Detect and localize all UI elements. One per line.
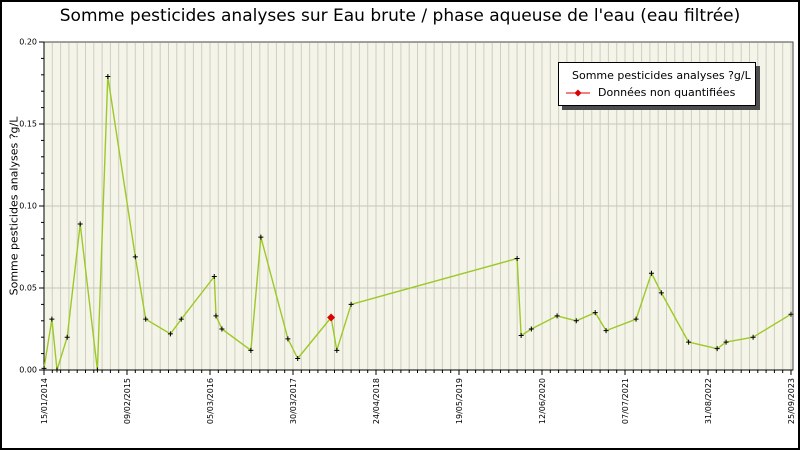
horizontal-gridlines <box>45 123 792 289</box>
data-point-marker <box>248 347 254 353</box>
legend-item-non-quantified: Données non quantifiées <box>565 84 749 101</box>
data-point-marker <box>750 334 756 340</box>
non-quantified-marker <box>327 313 336 322</box>
data-point-marker <box>105 73 111 79</box>
data-point-marker <box>211 274 217 280</box>
data-point-marker <box>167 331 173 337</box>
x-tick-label: 25/09/2023 <box>787 378 796 424</box>
data-point-marker <box>64 334 70 340</box>
legend-item-series: Somme pesticides analyses ?g/L <box>565 67 751 84</box>
y-tick-label: 0.00 <box>19 366 37 375</box>
data-point-marker <box>788 311 794 317</box>
data-point-marker <box>518 333 524 339</box>
data-points <box>41 73 794 373</box>
data-point-marker <box>603 328 609 334</box>
y-axis-ticks: 0.00 0.05 0.10 0.15 0.20 <box>19 38 44 375</box>
data-point-marker <box>54 367 60 373</box>
data-point-marker <box>295 356 301 362</box>
data-point-marker <box>348 301 354 307</box>
data-point-marker <box>334 347 340 353</box>
data-point-marker <box>132 254 138 260</box>
data-point-marker <box>143 316 149 322</box>
data-point-marker <box>213 313 219 319</box>
data-point-marker <box>514 255 520 261</box>
data-point-marker <box>554 313 560 319</box>
data-point-marker <box>573 318 579 324</box>
non-quantified-marker-icon <box>566 89 590 96</box>
x-tick-label: 05/03/2016 <box>206 378 215 424</box>
x-tick-label: 15/01/2014 <box>40 378 49 424</box>
data-point-marker <box>528 326 534 332</box>
data-point-marker <box>648 270 654 276</box>
data-point-marker <box>686 339 692 345</box>
y-tick-label: 0.20 <box>19 38 37 47</box>
data-point-marker <box>178 316 184 322</box>
legend: Somme pesticides analyses ?g/L Données n… <box>558 62 756 106</box>
series-line <box>43 75 792 371</box>
data-point-marker <box>49 316 55 322</box>
x-tick-label: 31/08/2022 <box>704 378 713 424</box>
data-point-marker <box>94 367 100 373</box>
data-point-marker <box>714 346 720 352</box>
chart-title: Somme pesticides analyses sur Eau brute … <box>59 6 741 26</box>
x-axis-ticks: 15/01/2014 09/02/2015 05/03/2016 30/03/2017… <box>40 370 796 424</box>
data-point-marker <box>633 316 639 322</box>
data-point-marker <box>219 326 225 332</box>
x-tick-label: 30/03/2017 <box>289 378 298 424</box>
data-point-marker <box>658 290 664 296</box>
y-tick-label: 0.15 <box>19 120 37 129</box>
data-point-marker <box>723 339 729 345</box>
y-tick-label: 0.05 <box>19 284 37 293</box>
legend-label-non-quantified: Données non quantifiées <box>598 86 736 99</box>
y-tick-label: 0.10 <box>19 202 37 211</box>
data-point-marker <box>258 234 264 240</box>
x-tick-label: 19/05/2019 <box>455 378 464 424</box>
legend-label-series: Somme pesticides analyses ?g/L <box>572 69 751 82</box>
x-tick-label: 12/06/2020 <box>538 378 547 424</box>
x-tick-label: 24/04/2018 <box>372 378 381 424</box>
data-point-marker <box>41 365 47 371</box>
data-point-marker <box>285 336 291 342</box>
x-tick-label: 09/02/2015 <box>123 378 132 424</box>
data-point-marker <box>592 310 598 316</box>
data-point-marker <box>77 221 83 227</box>
x-tick-label: 07/07/2021 <box>621 378 630 424</box>
